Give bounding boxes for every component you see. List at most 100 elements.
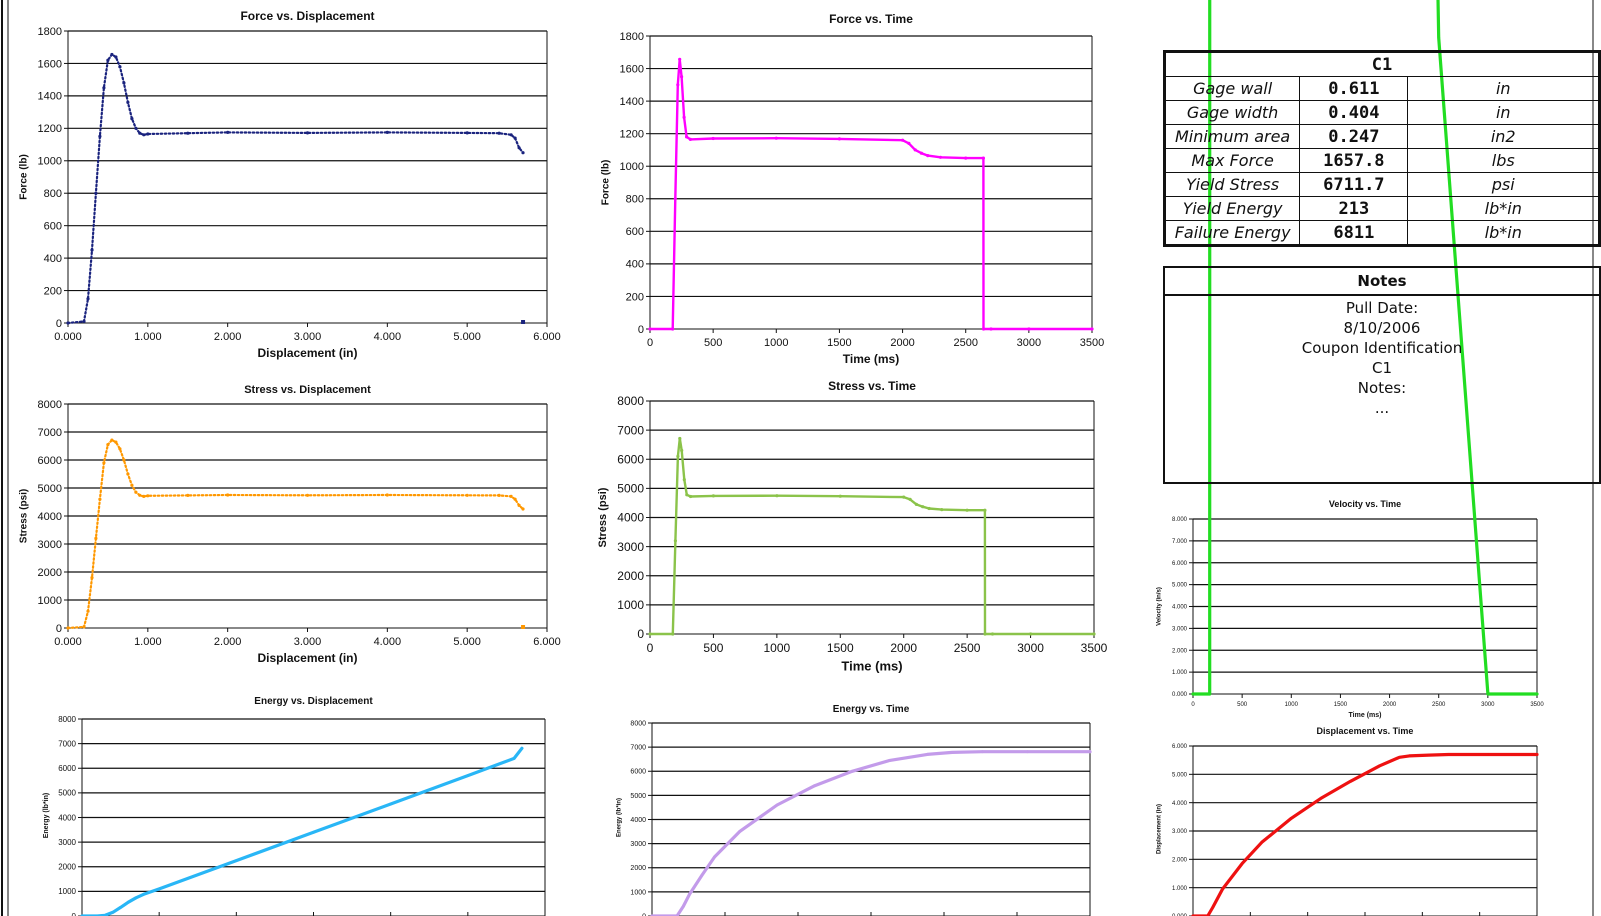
y-tick-label: 1800: [620, 31, 644, 43]
data-point: [1240, 862, 1244, 865]
data-point: [678, 57, 682, 61]
data-point: [130, 117, 134, 121]
data-point: [927, 506, 931, 511]
data-point: [512, 757, 516, 760]
x-tick-label: 2500: [953, 337, 977, 349]
data-point: [1535, 753, 1539, 756]
x-tick-label: 3500: [1081, 641, 1108, 655]
x-axis-label: Displacement (in): [257, 346, 357, 360]
data-point: [700, 873, 704, 877]
data-point: [106, 443, 110, 447]
data-point: [648, 632, 652, 636]
y-tick-label: 3.000: [1172, 829, 1188, 835]
data-point: [901, 138, 905, 142]
data-point: [685, 493, 689, 497]
data-point: [838, 494, 842, 498]
data-point: [110, 52, 114, 57]
data-point: [671, 632, 675, 636]
data-point: [981, 750, 984, 754]
chart-5: Energy vs. Time 0 1000 2000 3000 4000 5000 6000…: [617, 704, 1092, 916]
y-tick-label: 0: [638, 324, 644, 336]
data-point: [940, 508, 944, 512]
x-tick-label: 2000: [890, 337, 914, 349]
data-point: [1191, 692, 1195, 696]
y-tick-label: 5.000: [1172, 772, 1188, 778]
y-tick-label: 8000: [630, 720, 646, 727]
notes-line: ...: [1374, 399, 1390, 417]
x-tick-label: 2000: [890, 641, 917, 655]
x-axis-label: Time (ms): [841, 658, 902, 673]
data-point: [385, 130, 389, 134]
notes-line: Notes:: [1357, 379, 1407, 397]
data-point: [1398, 756, 1401, 759]
summary-row: Max Force 1657.8 lbs: [1164, 148, 1599, 173]
chart-title: Energy vs. Time: [833, 704, 910, 715]
data-point: [146, 132, 150, 136]
summary-unit: lb*in: [1407, 196, 1599, 221]
summary-label: Gage width: [1164, 100, 1301, 125]
data-point: [685, 135, 689, 139]
data-point: [389, 802, 393, 806]
y-tick-label: 1000: [620, 161, 644, 173]
y-tick-label: 5.000: [1172, 583, 1188, 589]
data-point: [888, 759, 892, 762]
y-tick-label: 4000: [38, 511, 62, 523]
data-point: [98, 497, 102, 501]
data-point: [1408, 754, 1411, 758]
y-tick-label: 7000: [630, 745, 646, 752]
y-tick-label: 5000: [617, 482, 644, 496]
chart-2: Stress vs. Displacement 0 1000 2000 3000 4000…: [19, 384, 561, 665]
summary-label: Max Force: [1164, 148, 1301, 173]
data-point: [738, 830, 741, 833]
y-axis-label: Velocity (in/s): [1156, 587, 1162, 626]
data-point: [921, 505, 925, 509]
y-tick-label: 7000: [38, 427, 62, 439]
data-series-line: [66, 53, 525, 325]
data-point: [134, 126, 138, 130]
summary-value: 6711.7: [1299, 172, 1409, 197]
x-tick-label: 0: [1191, 702, 1195, 708]
data-point: [312, 830, 315, 834]
notes-box: Notes Pull Date: 8/10/2006 Coupon Identifi…: [1163, 266, 1601, 484]
y-tick-label: 6000: [617, 452, 644, 466]
y-tick-label: 7000: [58, 739, 76, 748]
data-point: [671, 327, 675, 331]
y-tick-label: 200: [626, 291, 644, 303]
y-axis-label: Energy (lb*in): [43, 793, 50, 839]
data-point: [983, 632, 987, 636]
y-tick-label: 800: [626, 194, 644, 206]
y-tick-label: 2000: [617, 569, 644, 583]
data-point: [850, 769, 854, 773]
summary-value: 0.611: [1299, 76, 1409, 101]
x-tick-label: 1500: [827, 641, 854, 655]
data-point: [126, 472, 130, 476]
x-axis-label: Displacement (in): [257, 651, 357, 665]
x-tick-label: 2.000: [214, 636, 242, 648]
data-point: [981, 156, 986, 160]
data-point: [1290, 817, 1293, 820]
y-tick-label: 1400: [620, 96, 644, 108]
y-tick-label: 0.000: [1172, 914, 1188, 916]
data-point: [1378, 764, 1381, 767]
data-point: [226, 130, 230, 134]
data-point: [98, 134, 102, 138]
data-point: [110, 438, 114, 442]
summary-label: Gage wall: [1164, 76, 1301, 101]
data-point: [1447, 753, 1450, 756]
y-tick-label: 2000: [630, 865, 646, 872]
x-axis-label: Time (ms): [843, 352, 899, 366]
y-tick-label: 1000: [617, 598, 644, 612]
y-tick-label: 1800: [38, 26, 62, 38]
notes-line: 8/10/2006: [1343, 319, 1421, 337]
summary-row: Gage width 0.404 in: [1164, 100, 1599, 125]
data-point: [138, 131, 142, 135]
y-tick-label: 2.000: [1172, 648, 1188, 654]
y-tick-label: 600: [44, 221, 62, 233]
y-tick-label: 1000: [630, 889, 646, 896]
y-axis-label: Displacement (in): [1156, 804, 1162, 854]
summary-value: 0.404: [1299, 100, 1409, 125]
y-tick-label: 6000: [38, 455, 62, 467]
y-tick-label: 600: [626, 226, 644, 238]
data-point: [682, 115, 686, 119]
data-point: [86, 609, 90, 613]
